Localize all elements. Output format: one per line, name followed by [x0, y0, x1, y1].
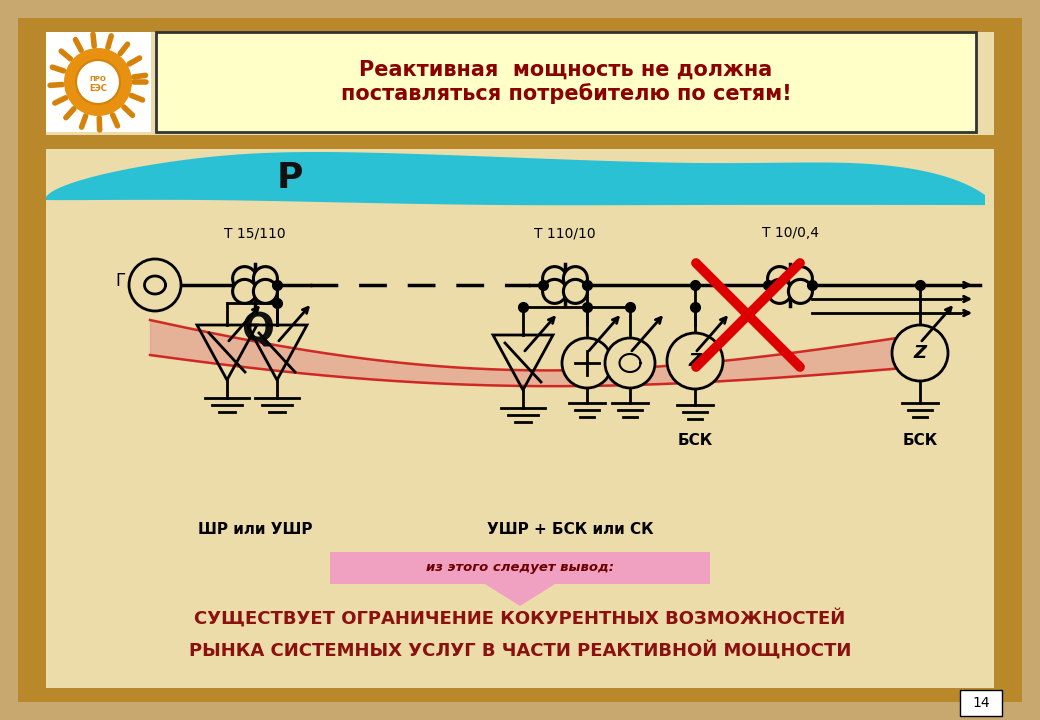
Polygon shape	[46, 152, 1011, 205]
Circle shape	[233, 266, 257, 291]
Text: Т 10/0,4: Т 10/0,4	[761, 226, 818, 240]
Circle shape	[76, 60, 120, 104]
Circle shape	[788, 266, 812, 291]
Text: УШР + БСК или СК: УШР + БСК или СК	[487, 523, 653, 538]
Circle shape	[605, 338, 655, 388]
Text: Т 15/110: Т 15/110	[225, 226, 286, 240]
Text: 14: 14	[972, 696, 990, 710]
Circle shape	[254, 266, 278, 291]
Circle shape	[543, 279, 567, 303]
Text: Т 110/10: Т 110/10	[535, 226, 596, 240]
Bar	[18, 135, 1022, 149]
Circle shape	[64, 48, 132, 116]
Bar	[18, 18, 1022, 32]
Bar	[156, 32, 976, 132]
Circle shape	[562, 338, 612, 388]
Bar	[960, 690, 1002, 716]
Text: Z: Z	[688, 352, 702, 370]
Bar	[18, 688, 1022, 702]
Circle shape	[667, 333, 723, 389]
Bar	[46, 32, 151, 132]
Text: ПРО: ПРО	[89, 76, 106, 82]
Text: БСК: БСК	[903, 433, 938, 448]
Circle shape	[564, 266, 588, 291]
Text: РЫНКА СИСТЕМНЫХ УСЛУГ В ЧАСТИ РЕАКТИВНОЙ МОЩНОСТИ: РЫНКА СИСТЕМНЫХ УСЛУГ В ЧАСТИ РЕАКТИВНОЙ…	[189, 641, 851, 660]
Polygon shape	[330, 552, 710, 606]
Circle shape	[254, 279, 278, 303]
Circle shape	[768, 266, 791, 291]
Text: ШР или УШР: ШР или УШР	[198, 523, 312, 538]
Text: Q: Q	[241, 311, 275, 349]
Text: P: P	[277, 161, 304, 195]
Circle shape	[768, 279, 791, 303]
Bar	[18, 18, 46, 702]
Text: Реактивная  мощность не должна
поставляться потребителю по сетям!: Реактивная мощность не должна поставлять…	[341, 60, 791, 104]
Text: СУЩЕСТВУЕТ ОГРАНИЧЕНИЕ КОКУРЕНТНЫХ ВОЗМОЖНОСТЕЙ: СУЩЕСТВУЕТ ОГРАНИЧЕНИЕ КОКУРЕНТНЫХ ВОЗМО…	[194, 608, 846, 628]
Text: ЕЭС: ЕЭС	[89, 84, 107, 92]
Text: Z: Z	[913, 344, 927, 362]
Text: Г: Г	[115, 272, 125, 290]
Circle shape	[788, 279, 812, 303]
Bar	[994, 18, 1022, 702]
Circle shape	[129, 259, 181, 311]
Circle shape	[543, 266, 567, 291]
Circle shape	[233, 279, 257, 303]
Text: БСК: БСК	[677, 433, 712, 448]
Circle shape	[564, 279, 588, 303]
Text: из этого следует вывод:: из этого следует вывод:	[426, 562, 614, 575]
Circle shape	[892, 325, 948, 381]
